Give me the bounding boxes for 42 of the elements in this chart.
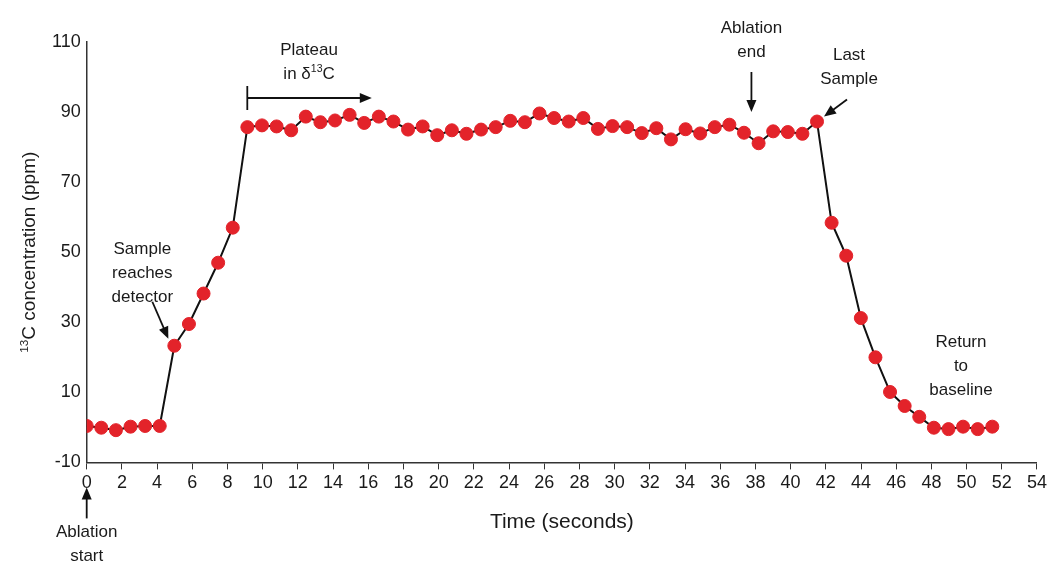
y-tick-label: -10 [54,451,81,472]
x-tick-label: 34 [675,472,696,493]
x-tick-label: 42 [815,472,836,493]
x-tick-label: 30 [604,472,625,493]
x-tick-label: 0 [81,472,92,493]
x-tick-label: 38 [745,472,766,493]
annotation: Sample reaches detector [111,239,174,307]
x-tick-label: 14 [323,472,344,493]
x-tick-label: 10 [252,472,273,493]
x-tick-label: 22 [463,472,484,493]
x-tick-label: 28 [569,472,590,493]
x-tick-label: 46 [886,472,907,493]
x-tick-label: 16 [358,472,379,493]
x-tick-label: 26 [534,472,555,493]
y-tick-label: 30 [60,311,81,332]
x-tick-label: 8 [222,472,233,493]
x-tick-label: 18 [393,472,414,493]
annotation: Last Sample [820,45,878,89]
x-tick-label: 50 [956,472,977,493]
x-tick-label: 20 [428,472,449,493]
x-tick-label: 52 [991,472,1012,493]
y-axis-title: 13C concentration (ppm) [16,151,40,353]
annotation: Ablation end [720,17,783,61]
y-tick-label: 10 [60,381,81,402]
x-tick-label: 54 [1026,472,1047,493]
y-tick-label: 50 [60,241,81,262]
x-tick-label: 2 [116,472,127,493]
x-tick-label: 24 [499,472,520,493]
y-tick-label: 90 [60,101,81,122]
x-tick-label: 4 [152,472,163,493]
x-tick-label: 12 [287,472,308,493]
x-tick-label: 48 [921,472,942,493]
x-tick-label: 44 [850,472,872,493]
x-tick-label: 32 [639,472,660,493]
x-tick-label: 40 [780,472,801,493]
annotation: Return to baseline [929,331,993,399]
x-tick-label: 6 [187,472,198,493]
y-tick-label: 70 [60,171,81,192]
x-tick-label: 36 [710,472,731,493]
x-axis-title: Time (seconds) [489,509,634,533]
y-tick-label: 110 [51,30,81,51]
text: Ablation start [55,522,118,566]
